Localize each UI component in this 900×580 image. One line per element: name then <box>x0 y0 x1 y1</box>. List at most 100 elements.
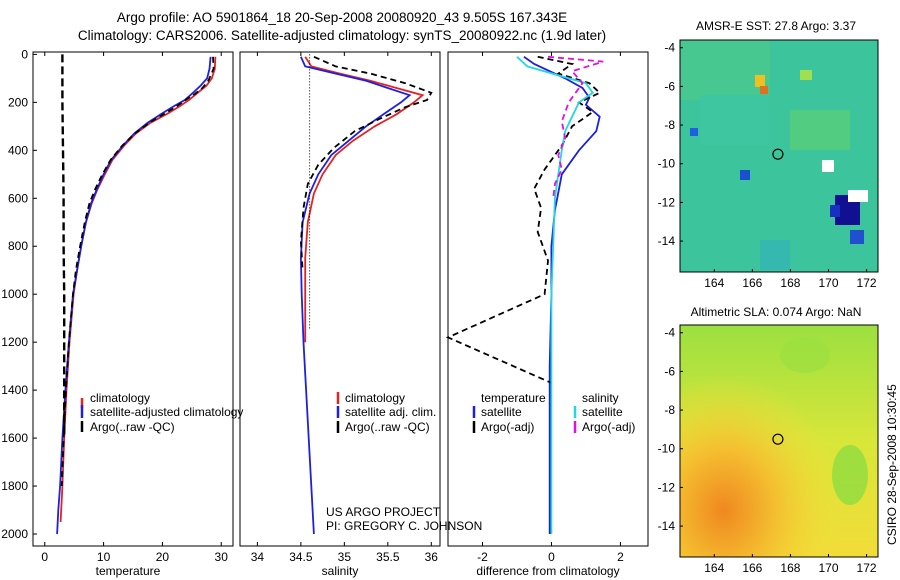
legend-label-climatology: climatology <box>345 391 405 405</box>
sla-low-anomaly <box>832 445 868 505</box>
map-x-tick-label: 164 <box>704 276 724 290</box>
salinity-series <box>299 54 433 535</box>
y-tick-label: 1400 <box>1 383 28 397</box>
y-tick-label: 600 <box>8 191 28 205</box>
sla-low-anomaly <box>780 337 830 373</box>
series-line-salinity-argo-adj- <box>547 55 604 199</box>
map-y-tick-label: -4 <box>664 41 675 55</box>
y-tick-label: 200 <box>8 95 28 109</box>
legend-label-sal-argo: Argo(-adj) <box>582 420 635 434</box>
sst-patch-warm <box>760 86 768 94</box>
sst-patch <box>700 95 770 145</box>
sst-map-ticks: 164 166 168 170 172 -4 -6 -8 -10 -12 -14 <box>658 41 877 290</box>
x-tick-label: 30 <box>215 550 229 564</box>
map-y-tick-label: -4 <box>664 326 675 340</box>
difference-legend: temperature satellite Argo(-adj) salinit… <box>472 391 635 434</box>
sst-argo-marker <box>772 148 784 160</box>
legend-heading-salinity: salinity <box>582 391 619 405</box>
legend-label-temp-argo: Argo(-adj) <box>481 420 534 434</box>
x-tick-label: 34.5 <box>289 550 313 564</box>
x-tick-label: 2 <box>617 550 624 564</box>
map-x-tick-label: 166 <box>742 561 762 575</box>
legend-heading-temperature: temperature <box>481 391 546 405</box>
legend-label-argo: Argo(..raw -QC) <box>345 420 430 434</box>
map-y-tick-label: -6 <box>664 79 675 93</box>
sst-patch-warm <box>755 75 765 87</box>
difference-plot-frame <box>447 51 649 547</box>
y-tick-label: 1800 <box>1 479 28 493</box>
map-x-tick-label: 168 <box>780 276 800 290</box>
sst-patch-cold <box>740 170 750 180</box>
map-x-tick-label: 170 <box>818 561 838 575</box>
difference-panel: -2 0 2 difference from climatology <box>445 51 649 578</box>
x-tick-label: 10 <box>97 550 111 564</box>
credit-line-2: PI: GREGORY C. JOHNSON <box>326 519 482 533</box>
y-tick-label: 800 <box>8 239 28 253</box>
legend-label-satellite: satellite-adjusted climatology <box>90 405 243 419</box>
legend-label-satellite: satellite adj. clim. <box>345 405 436 419</box>
x-tick-label: 20 <box>156 550 170 564</box>
difference-xlabel: difference from climatology <box>476 564 619 578</box>
title-line-2: Climatology: CARS2006. Satellite-adjuste… <box>78 28 606 43</box>
map-x-tick-label: 172 <box>857 276 877 290</box>
map-x-tick-label: 164 <box>704 561 724 575</box>
map-y-tick-label: -12 <box>658 195 676 209</box>
x-tick-label: 35.5 <box>376 550 400 564</box>
timestamp-label: CSIRO 28-Sep-2008 10:30:45 <box>885 384 899 545</box>
credit-line-1: US ARGO PROJECT <box>326 505 441 519</box>
sst-patch <box>680 40 770 100</box>
legend-label-temp-satellite: satellite <box>481 405 522 419</box>
series-line-temperature-satellite <box>523 56 601 534</box>
x-tick-label: 36 <box>425 550 439 564</box>
sla-map-frame <box>679 324 879 558</box>
map-y-tick-label: -12 <box>658 480 676 494</box>
temperature-panel: 0 10 20 30 0 200 400 600 800 1000 1200 1400 1600 1800… <box>1 47 234 578</box>
salinity-ticks: 34 34.5 35 35.5 36 <box>251 52 439 564</box>
sla-map-title: Altimetric SLA: 0.074 Argo: NaN <box>691 305 862 319</box>
x-tick-label: 35 <box>338 550 352 564</box>
y-tick-label: 1200 <box>1 335 28 349</box>
series-line-argo-reference <box>61 54 66 439</box>
sst-patch-cold <box>690 128 698 136</box>
sst-patch <box>760 240 790 270</box>
sst-missing-data <box>848 190 868 202</box>
sst-map-title: AMSR-E SST: 27.8 Argo: 3.37 <box>696 19 856 33</box>
legend-label-argo: Argo(..raw -QC) <box>90 420 175 434</box>
title-line-1: Argo profile: AO 5901864_18 20-Sep-2008 … <box>117 10 567 25</box>
x-tick-label: 34 <box>251 550 265 564</box>
sst-patch <box>800 70 812 80</box>
map-y-tick-label: -10 <box>658 157 676 171</box>
sla-map-panel: Altimetric SLA: 0.074 Argo: NaN 164 166 16… <box>658 305 879 575</box>
map-x-tick-label: 170 <box>818 276 838 290</box>
y-tick-label: 0 <box>21 47 28 61</box>
sst-missing-data <box>822 160 834 172</box>
map-y-tick-label: -14 <box>658 234 676 248</box>
x-tick-label: -2 <box>477 550 488 564</box>
map-x-tick-label: 168 <box>780 561 800 575</box>
sst-patch <box>790 110 850 150</box>
map-y-tick-label: -14 <box>658 519 676 533</box>
x-tick-label: 0 <box>548 550 555 564</box>
temperature-ticks: 0 10 20 30 0 200 400 600 800 1000 1200 1400 1600 1800… <box>1 47 228 564</box>
map-y-tick-label: -8 <box>664 118 675 132</box>
x-tick-label: 0 <box>41 550 48 564</box>
y-tick-label: 1600 <box>1 431 28 445</box>
legend-label-climatology: climatology <box>90 391 150 405</box>
map-y-tick-label: -8 <box>664 403 675 417</box>
map-x-tick-label: 166 <box>742 276 762 290</box>
temperature-series <box>56 54 217 535</box>
sla-map-ticks: 164 166 168 170 172 -4 -6 -8 -10 -12 -14 <box>658 326 877 575</box>
series-line-satellite-adj-clim- <box>299 56 412 535</box>
salinity-plot-frame <box>239 51 441 547</box>
map-x-tick-label: 172 <box>857 561 877 575</box>
temperature-legend: climatology satellite-adjusted climatolo… <box>80 391 243 434</box>
salinity-xlabel: salinity <box>322 564 359 578</box>
sla-map-warm-anomaly <box>680 325 878 557</box>
sla-argo-marker <box>772 433 784 445</box>
sst-map-frame <box>679 39 879 273</box>
series-line-salinity-satellite <box>516 56 595 534</box>
y-tick-label: 1000 <box>1 287 28 301</box>
difference-ticks: -2 0 2 <box>477 52 624 564</box>
salinity-legend: climatology satellite adj. clim. Argo(..… <box>336 391 436 434</box>
